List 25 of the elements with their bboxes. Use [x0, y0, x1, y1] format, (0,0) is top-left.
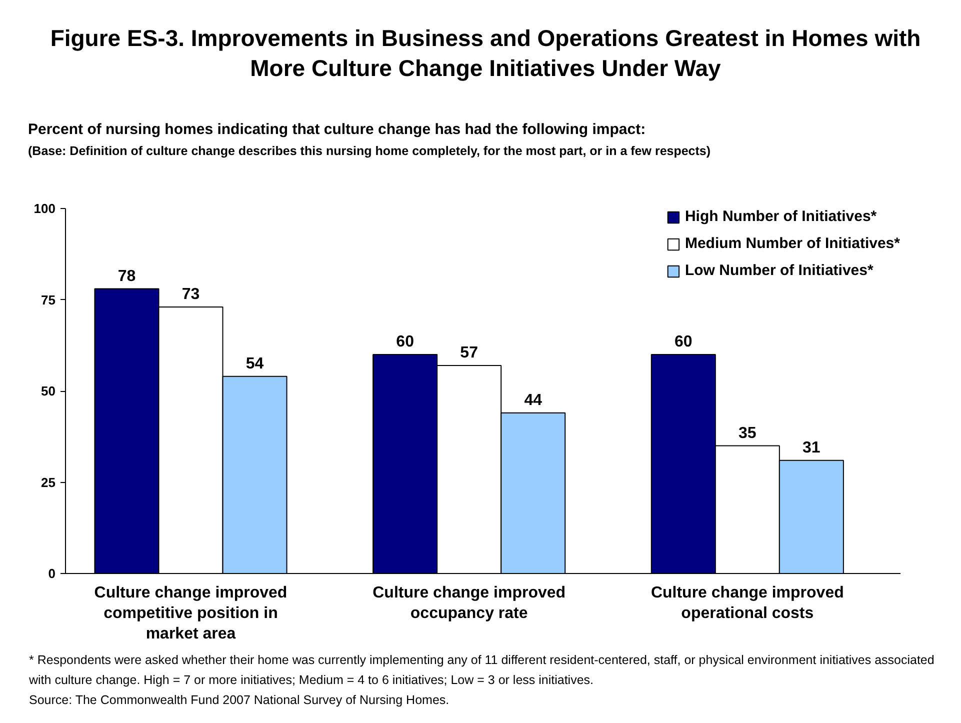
x-tick-label: Culture change improved operational costs — [650, 584, 844, 622]
chart-subtitle: Percent of nursing homes indicating that culture change has had the following impact: — [28, 120, 647, 140]
y-tick-label: 50 — [41, 384, 56, 398]
y-tick-label: 100 — [34, 201, 56, 216]
x-tick-label: Culture change improved competitive position in market area — [94, 584, 288, 642]
data-label: 35 — [738, 424, 756, 442]
legend-label: Low Number of Initiatives* — [684, 262, 874, 279]
source-note: Source: The Commonwealth Fund 2007 National Survey of Nursing Homes. — [29, 692, 450, 709]
data-label: 44 — [524, 392, 542, 409]
text: (Base: Definition of culture change describes this nursing home completely, for the most part, or in a few respects) — [28, 143, 712, 160]
data-label: 60 — [396, 334, 414, 350]
chart-title: Figure ES-3. Improvements in Business and Operations Greatest in Homes with More Culture Change Initiatives Under Way — [49, 24, 922, 83]
data-label: 60 — [674, 334, 692, 350]
data-label: 31 — [802, 439, 820, 456]
data-label: 73 — [182, 286, 200, 304]
legend-label: High Number of Initiatives* — [684, 208, 877, 225]
legend-label: Medium Number of Initiatives* — [684, 235, 900, 252]
y-tick-label: 75 — [41, 292, 56, 308]
y-tick-label: 25 — [41, 474, 56, 490]
text: * Respondents were asked whether their home was currently implementing any of 11 different resident-centered, staff, or physical environment initiatives associated with culture change. High = 7 or more initiatives; Medium = 4 to 6 initiatives; Low = 3 or less initiatives. — [29, 652, 936, 689]
data-label: 78 — [118, 268, 136, 285]
data-label: 57 — [460, 344, 478, 362]
x-tick-label: Culture change improved occupancy rate — [372, 584, 566, 622]
y-tick-label: 0 — [48, 566, 56, 581]
data-label: 54 — [246, 355, 264, 372]
